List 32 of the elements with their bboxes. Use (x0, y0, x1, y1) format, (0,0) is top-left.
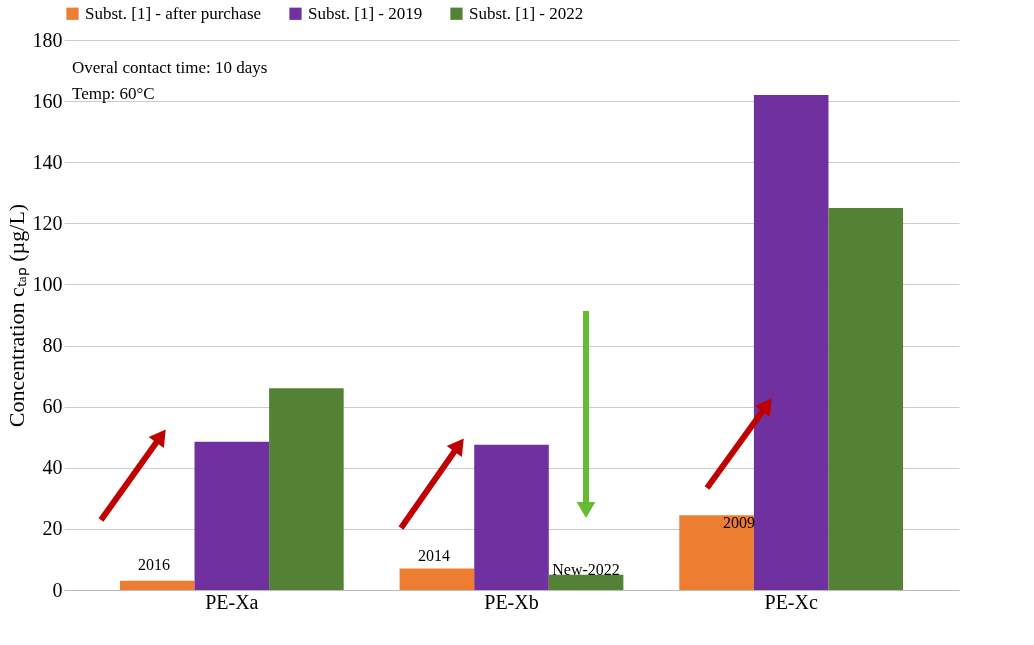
x-tick-label: PE-Xa (205, 590, 259, 613)
y-tick-label: 180 (32, 28, 63, 51)
bar (194, 441, 270, 590)
bar (399, 568, 475, 590)
annotation: New-2022 (552, 561, 620, 578)
annotation: 2014 (418, 547, 450, 564)
y-tick-label: 80 (42, 334, 63, 357)
legend-label: Subst. [1] - 2022 (469, 3, 584, 23)
y-tick-label: 160 (32, 89, 63, 112)
y-tick-label: 140 (32, 150, 63, 173)
y-tick-label: 40 (42, 456, 63, 479)
bar (548, 574, 624, 590)
legend-label: Subst. [1] - 2019 (308, 3, 423, 23)
y-tick-label: 0 (52, 578, 63, 601)
bar (269, 388, 344, 590)
y-axis-title: Concentration cₜₐₚ (µg/L) (3, 203, 30, 428)
legend-label: Subst. [1] - after purchase (85, 3, 262, 23)
bar (753, 95, 829, 590)
annotation: 2009 (723, 514, 755, 531)
x-tick-label: PE-Xb (484, 590, 539, 613)
annotation: 2016 (138, 556, 170, 573)
annotation: Overal contact time: 10 days (72, 58, 268, 77)
y-tick-label: 20 (42, 517, 63, 540)
bar (119, 580, 195, 590)
y-tick-label: 120 (32, 211, 63, 234)
y-tick-label: 60 (42, 395, 63, 418)
bar (474, 444, 549, 590)
y-tick-label: 100 (32, 272, 63, 295)
x-tick-label: PE-Xc (764, 590, 818, 613)
bar (828, 208, 904, 590)
bar (679, 515, 754, 590)
annotation: Temp: 60°C (72, 84, 155, 103)
